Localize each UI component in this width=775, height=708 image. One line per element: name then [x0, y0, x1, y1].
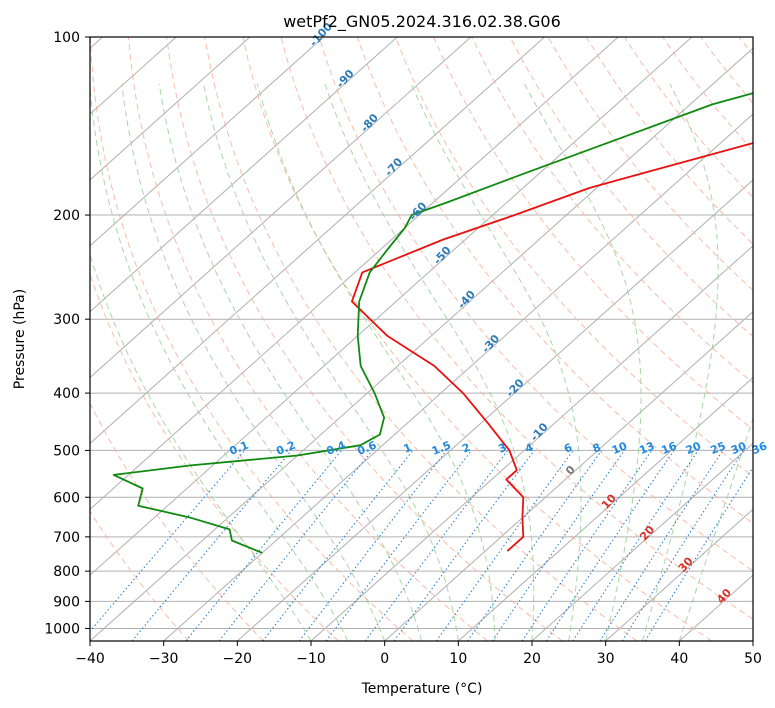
- dry-adiabat: [127, 37, 488, 641]
- mixing-ratio-label: 8: [591, 441, 603, 456]
- mixing-ratio-line: [325, 450, 472, 641]
- dry-adiabat: [166, 37, 563, 641]
- moist-adiabat: [90, 83, 349, 641]
- mixing-ratio-line: [521, 450, 653, 641]
- y-tick-label: 800: [53, 564, 80, 580]
- isotherm-line: [531, 442, 753, 641]
- dry-adiabat: [280, 37, 753, 620]
- dry-adiabat: [433, 37, 753, 431]
- moist-adiabat: [90, 252, 312, 641]
- isotherm-line: [90, 37, 251, 181]
- dry-adiabat: [90, 272, 339, 641]
- x-tick-label: 30: [597, 651, 615, 667]
- dry-adiabat: [356, 37, 753, 524]
- x-tick-label: 0: [380, 651, 389, 667]
- plot-area: [90, 37, 753, 641]
- x-axis-title: Temperature (°C): [361, 681, 483, 697]
- y-tick-label: 1000: [44, 621, 80, 637]
- mixing-ratio-label: 10: [610, 439, 629, 457]
- moist-adiabat: [523, 83, 642, 641]
- isotherm-line: [458, 376, 753, 641]
- dry-adiabat: [547, 37, 753, 291]
- x-tick-label: −40: [75, 651, 105, 667]
- plot-frame: [89, 36, 754, 642]
- dry-adiabat: [90, 37, 414, 641]
- chart-title: wetPf2_GN05.2024.316.02.38.G06: [283, 12, 561, 32]
- dry-adiabat: [204, 37, 638, 641]
- moist-adiabat: [678, 416, 753, 641]
- mixing-ratio-label: 36: [750, 439, 769, 457]
- moist-adiabat: [256, 83, 496, 641]
- x-tick-label: −20: [223, 651, 253, 667]
- dry-adiabat: [90, 510, 190, 641]
- x-axis: −40 −30 −20 −10 0 10 20 30 40 50: [75, 641, 762, 667]
- isotherm-line: [237, 179, 753, 641]
- moist-adiabat: [121, 83, 386, 641]
- isotherm-line: [90, 37, 398, 313]
- isotherm-line: [90, 37, 619, 510]
- y-tick-label: 500: [53, 443, 80, 459]
- y-tick-label: 200: [53, 208, 80, 224]
- x-tick-label: 10: [449, 651, 467, 667]
- y-tick-label: 700: [53, 530, 80, 546]
- dry-adiabat: [471, 37, 753, 384]
- y-tick-label: 400: [53, 386, 80, 402]
- mixing-ratio-line: [545, 450, 675, 641]
- isotherm-line: [90, 37, 324, 247]
- moist-adiabat: [642, 83, 719, 641]
- mixing-ratio-label: 16: [660, 439, 679, 457]
- mixing-ratio-label: 3: [497, 441, 509, 456]
- y-tick-label: 300: [53, 312, 80, 328]
- isotherm-line: [90, 37, 693, 576]
- isotherm-line: [605, 508, 753, 641]
- moist-adiabat: [158, 83, 422, 641]
- mixing-ratio-label: 25: [709, 439, 728, 457]
- isotherm-line: [163, 113, 753, 641]
- x-tick-label: 20: [523, 651, 541, 667]
- mixing-ratio-line: [467, 450, 603, 641]
- temperature-profile-line: [351, 142, 753, 552]
- y-tick-label: 100: [53, 30, 80, 46]
- isotherm-line: [90, 37, 545, 445]
- y-axis: 100 200 300 400 500 600 700 800 900 1000: [44, 30, 90, 637]
- mixing-ratio-line: [364, 450, 509, 641]
- mixing-ratio-label: 1: [402, 441, 414, 456]
- mixing-ratio-line: [644, 466, 753, 641]
- mixing-ratio-label: 20: [684, 439, 703, 457]
- mixing-ratio-line: [218, 450, 373, 641]
- x-tick-label: −10: [296, 651, 326, 667]
- mixing-ratio-line: [491, 450, 625, 641]
- mixing-ratio-line: [599, 450, 724, 641]
- isotherm-line: [90, 37, 472, 379]
- moist-adiabat: [324, 83, 535, 641]
- moist-adiabat: [410, 83, 582, 641]
- mixing-ratio-label: 2: [460, 441, 472, 456]
- mixing-ratio-line: [572, 450, 699, 641]
- x-tick-label: 50: [744, 651, 762, 667]
- moist-adiabat: [203, 83, 459, 641]
- dry-adiabat: [509, 37, 753, 338]
- x-tick-label: 40: [670, 651, 688, 667]
- isotherm-line: [90, 47, 753, 641]
- mixing-ratio-label: 30: [729, 439, 748, 457]
- dry-adiabat: [395, 37, 753, 477]
- mixing-ratio-line: [393, 450, 535, 641]
- dry-adiabat: [318, 37, 753, 572]
- mixing-ratio-line: [185, 450, 342, 641]
- dry-adiabat: [242, 37, 712, 641]
- dewpoint-profile-line: [112, 92, 753, 554]
- y-tick-label: 900: [53, 594, 80, 610]
- x-tick-label: −30: [149, 651, 179, 667]
- y-axis-title: Pressure (hPa): [12, 289, 28, 389]
- y-tick-label: 600: [53, 490, 80, 506]
- mixing-ratio-line: [435, 450, 574, 641]
- mixing-ratio-label: 13: [637, 439, 656, 457]
- isotherm-line: [384, 311, 753, 641]
